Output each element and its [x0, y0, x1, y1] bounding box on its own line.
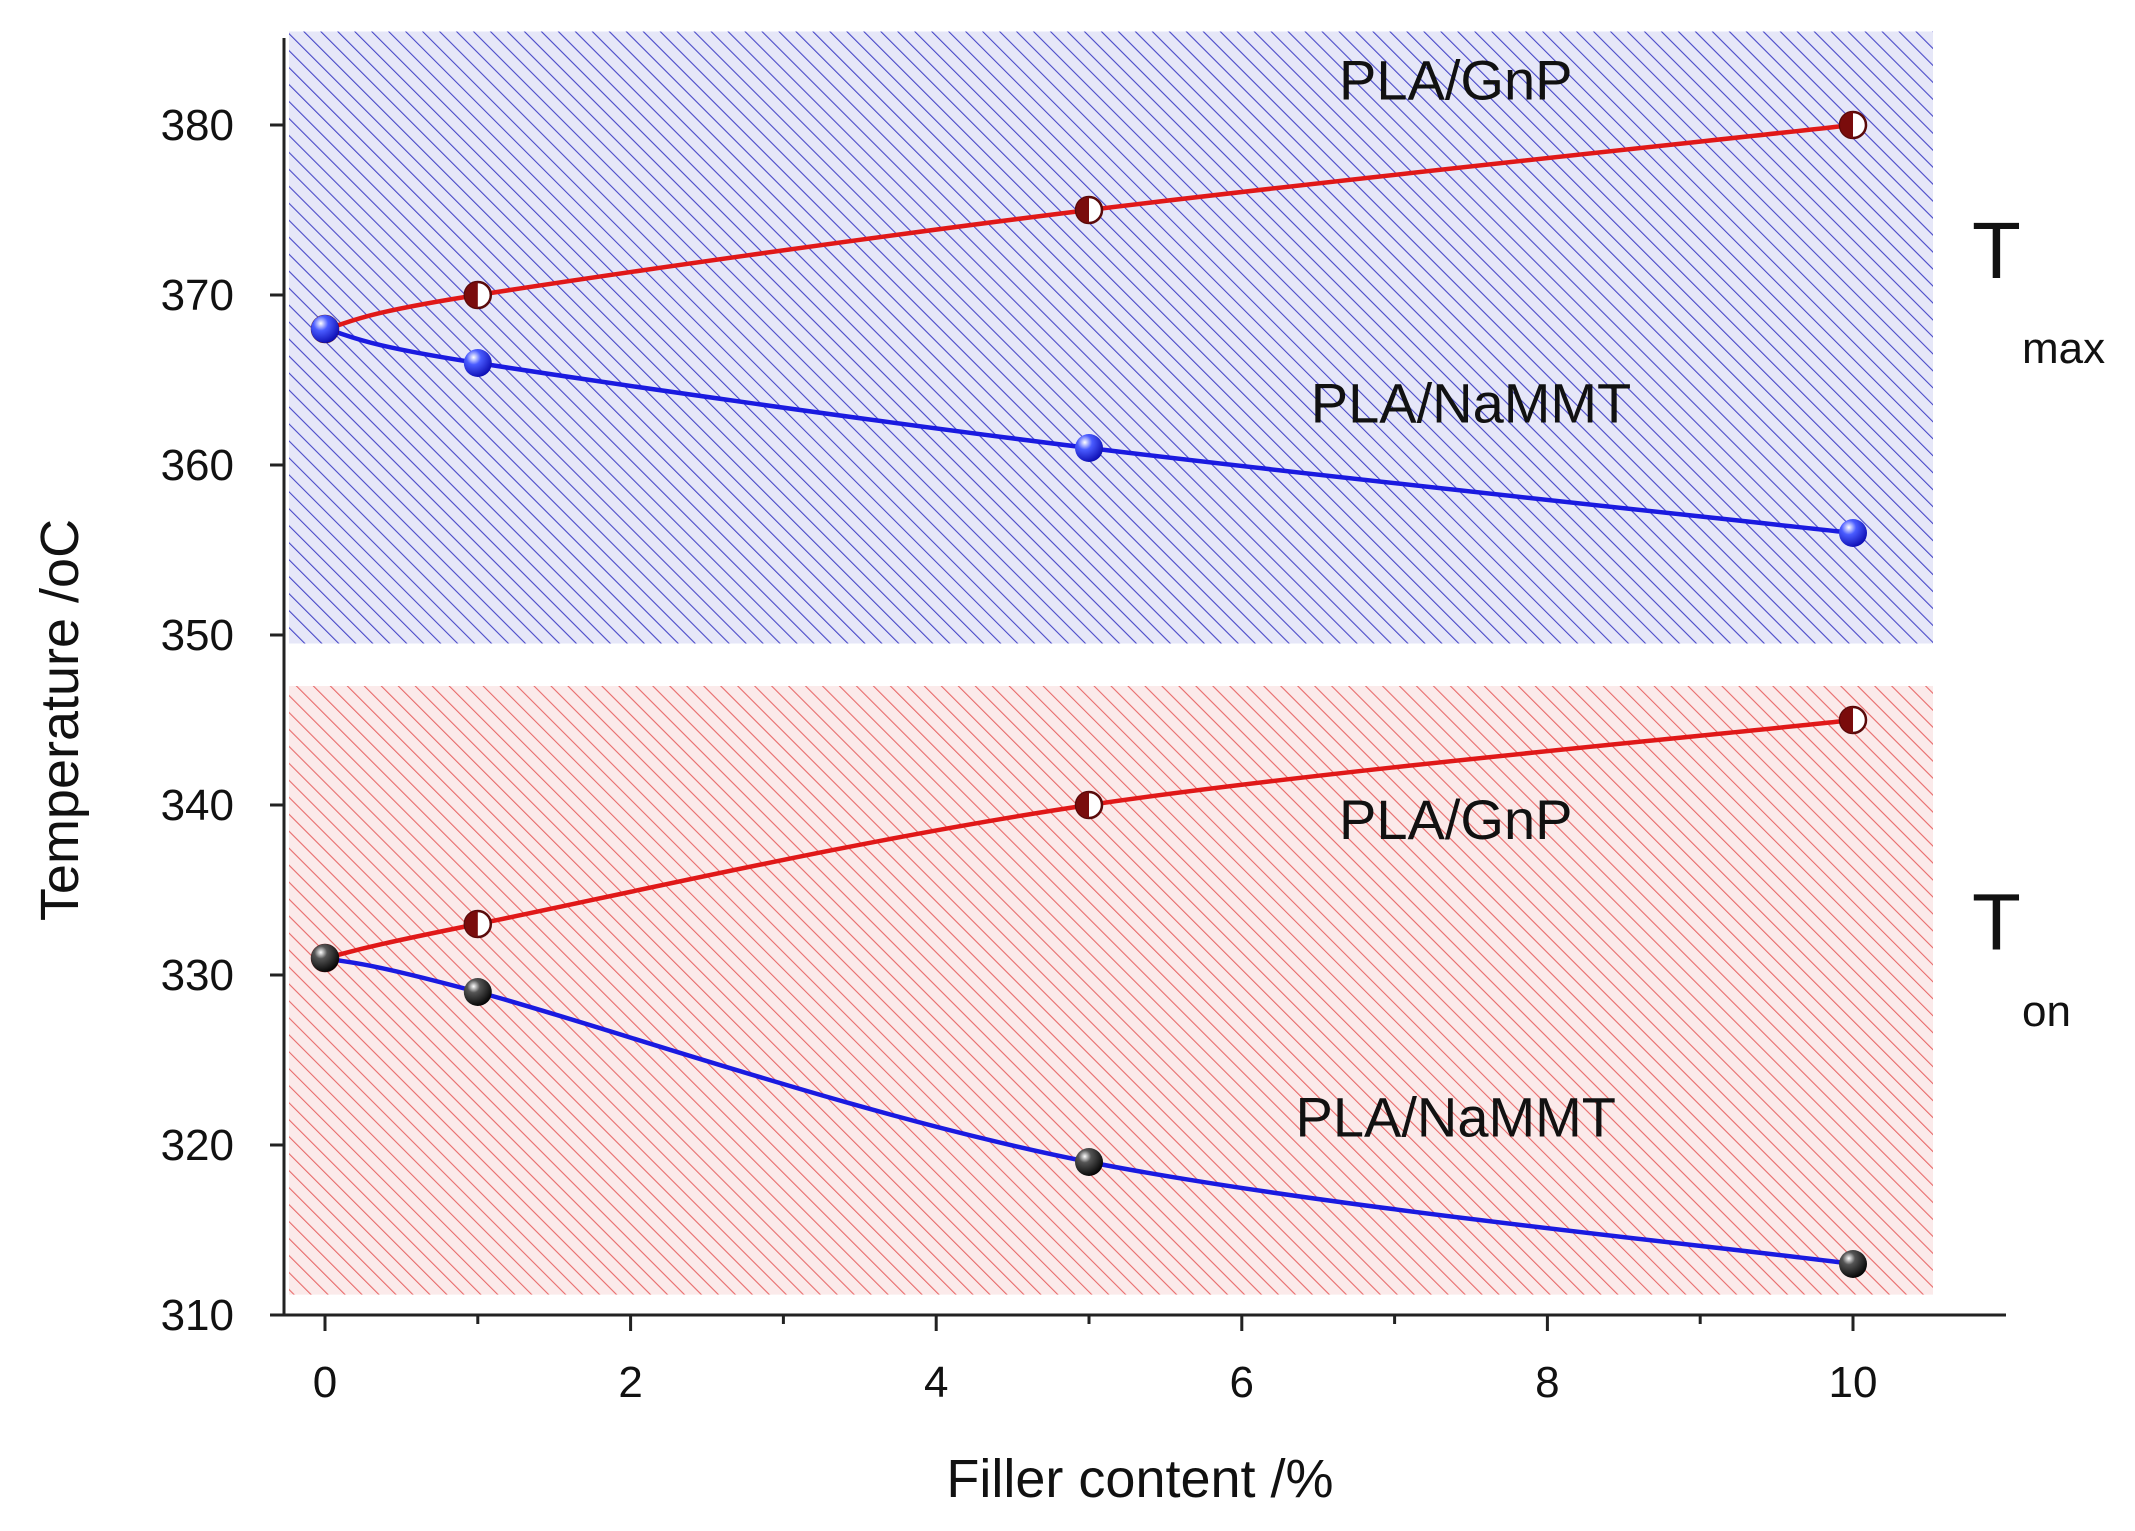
point-pla-gnp-on-1 — [463, 909, 493, 939]
point-pla-nammt-max-1 — [463, 349, 492, 377]
y-tick-label-320: 320 — [161, 1121, 234, 1170]
region-on-background — [289, 686, 1933, 1295]
series-line-pla-gnp-max — [324, 122, 1854, 332]
x-tick-label-8: 8 — [1535, 1358, 1559, 1407]
point-pla-nammt-on-1 — [463, 978, 492, 1006]
point-pla-nammt-max-10 — [1839, 519, 1867, 547]
point-pla-nammt-on-0 — [311, 944, 339, 972]
annotation-pla-gnp-0: PLA/GnP — [1339, 49, 1572, 112]
y-tick-label-330: 330 — [161, 951, 234, 1000]
x-tick-label-2: 2 — [618, 1358, 642, 1407]
axes-layer — [270, 38, 2006, 1331]
y-tick-label-370: 370 — [161, 271, 234, 320]
point-pla-gnp-on-5 — [1074, 790, 1104, 820]
annotation-pla-nammt-1: PLA/NaMMT — [1311, 372, 1632, 435]
point-pla-gnp-max-10 — [1838, 110, 1868, 140]
point-pla-nammt-on-10 — [1839, 1250, 1867, 1278]
point-pla-nammt-max-0 — [311, 315, 339, 343]
point-pla-nammt-max-5 — [1075, 434, 1103, 462]
point-pla-gnp-max-1 — [463, 280, 493, 310]
markers-layer — [310, 110, 1868, 1278]
series-layer — [324, 122, 1854, 1267]
y-tick-label-360: 360 — [161, 441, 234, 490]
y-axis-title-text: Temperature / — [30, 588, 90, 921]
point-pla-gnp-on-10 — [1838, 705, 1868, 735]
y-tick-label-350: 350 — [161, 611, 234, 660]
series-line-pla-nammt-on — [324, 955, 1854, 1267]
region-label-max: T — [1972, 206, 2021, 295]
regions-layer — [289, 31, 1933, 1295]
annotation-pla-nammt-3: PLA/NaMMT — [1295, 1086, 1616, 1149]
y-axis-title-unit: oC — [30, 519, 90, 588]
series-line-pla-nammt-max — [324, 326, 1854, 536]
series-line-pla-gnp-on — [324, 717, 1854, 961]
x-tick-label-4: 4 — [924, 1358, 948, 1407]
region-label-on: T — [1972, 878, 2021, 967]
y-tick-label-340: 340 — [161, 781, 234, 830]
region-sublabel-on: on — [2022, 987, 2071, 1036]
text-layer: Filler content /% Temperature /oC TmaxTo… — [30, 49, 2105, 1510]
x-tick-label-6: 6 — [1230, 1358, 1254, 1407]
x-tick-label-10: 10 — [1829, 1358, 1878, 1407]
y-tick-label-380: 380 — [161, 101, 234, 150]
point-pla-gnp-max-5 — [1074, 195, 1104, 225]
region-sublabel-max: max — [2022, 324, 2105, 373]
y-axis-title: Temperature /oC — [30, 519, 90, 921]
x-axis-title: Filler content /% — [946, 1449, 1333, 1509]
point-pla-nammt-on-5 — [1075, 1148, 1103, 1176]
region-max-background — [289, 31, 1933, 644]
annotation-pla-gnp-2: PLA/GnP — [1339, 788, 1572, 851]
x-tick-label-0: 0 — [313, 1358, 337, 1407]
y-tick-label-310: 310 — [161, 1291, 234, 1340]
